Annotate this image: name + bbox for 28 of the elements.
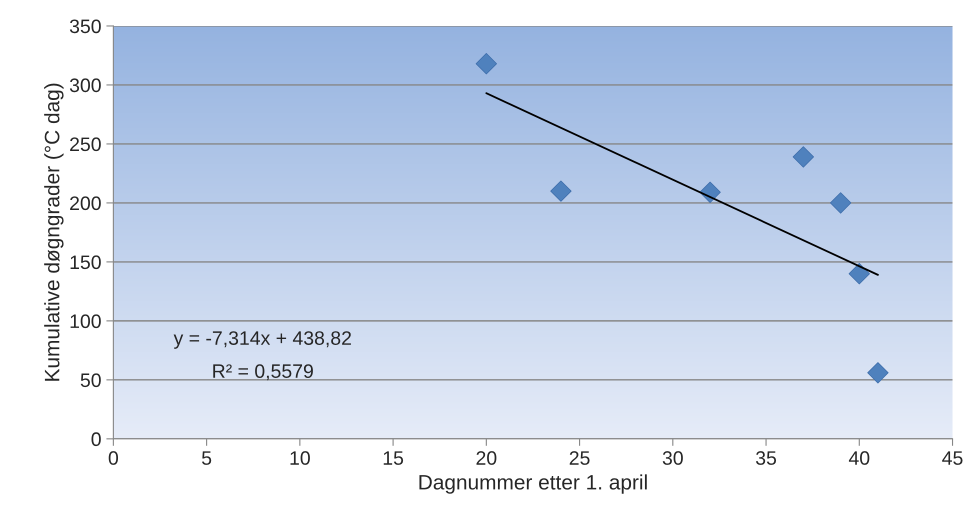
point [476, 53, 497, 74]
point [848, 263, 870, 284]
x-tick-label: 15 [384, 451, 404, 465]
y-tick-label: 200 [70, 196, 101, 210]
x-tick-label: 30 [662, 451, 683, 465]
annotation: R² = 0,5579 [213, 364, 313, 380]
y-tick-label: 150 [70, 255, 101, 270]
y-tick-label: 100 [70, 314, 101, 328]
y-tick-label: 250 [70, 137, 101, 152]
y-tick-label: 350 [70, 19, 101, 34]
x-axis-title: Dagnummer etter 1. april [419, 474, 647, 494]
point [792, 146, 814, 168]
x-tick-label: 40 [848, 451, 870, 465]
annotation: y = -7,314x + 438,82 [174, 331, 351, 349]
x-tick-label: 45 [942, 451, 963, 465]
y-tick-label: 50 [80, 373, 101, 388]
y-axis-title: Kumulative døgngrader (°C dag) [44, 84, 64, 381]
x-tick-label: 0 [108, 451, 118, 465]
y-tick-label: 0 [92, 432, 101, 446]
x-tick-label: 35 [756, 451, 776, 465]
y-tick-label: 300 [70, 78, 101, 92]
x-tick-label: 5 [202, 451, 212, 465]
x-tick-label: 20 [476, 451, 496, 465]
x-tick-label: 25 [570, 451, 590, 465]
x-tick-label: 10 [290, 451, 310, 465]
point [867, 362, 889, 384]
point [830, 192, 852, 214]
point [550, 180, 572, 202]
